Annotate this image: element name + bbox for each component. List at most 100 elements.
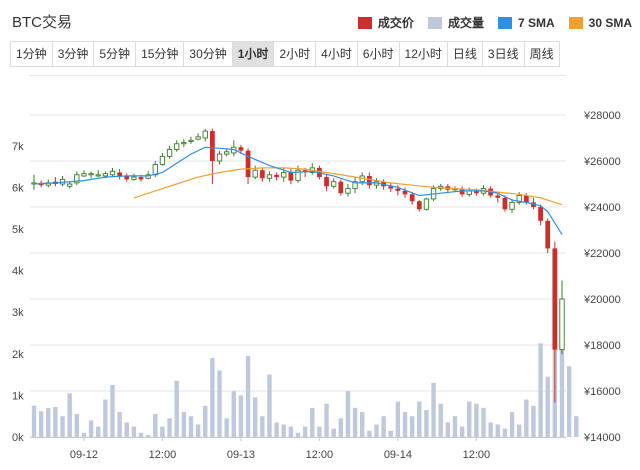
tab-6h[interactable]: 6小时 (357, 42, 400, 66)
tab-daily[interactable]: 日线 (447, 42, 483, 66)
tab-weekly[interactable]: 周线 (524, 42, 559, 66)
volume-bar (488, 422, 493, 437)
price-tick-label: ¥20000 (583, 294, 621, 306)
volume-bar (145, 434, 151, 437)
candle-body (409, 194, 415, 202)
tab-1h[interactable]: 1小时 (232, 42, 275, 66)
legend-label-price: 成交价 (377, 16, 414, 30)
volume-bar (96, 426, 101, 437)
volume-bar (88, 420, 94, 437)
volume-tick-label: 0k (12, 432, 24, 444)
candle-body (495, 195, 501, 198)
volume-bar (238, 395, 244, 437)
volume-bar (317, 426, 322, 437)
volume-bar (217, 370, 222, 437)
legend-item-sma7[interactable]: 7 SMA (497, 14, 555, 31)
candle-body (202, 130, 208, 139)
x-tick-label: 12:00 (463, 449, 491, 461)
volume-tick-label: 6k (12, 182, 24, 194)
volume-bar (374, 424, 379, 437)
legend-label-sma30: 30 SMA (588, 15, 632, 30)
volume-bar (324, 403, 329, 437)
volume-bar (338, 418, 344, 437)
x-tick-label: 09-13 (227, 449, 255, 461)
candle-body (288, 172, 294, 181)
price-tick-label: ¥22000 (583, 248, 621, 260)
candle-body (209, 131, 215, 161)
candle-body (238, 147, 244, 151)
volume-bar (388, 430, 393, 437)
volume-bar (381, 416, 386, 437)
tab-3day[interactable]: 3日线 (482, 42, 525, 66)
tab-5min[interactable]: 5分钟 (94, 42, 137, 66)
legend-item-sma30[interactable]: 30 SMA (568, 14, 632, 31)
legend: 成交价 成交量 7 SMA 30 SMA (357, 14, 632, 31)
volume-bar (574, 416, 579, 437)
candle-body (423, 198, 430, 210)
chart-top-divider (30, 75, 566, 76)
volume-bar (74, 414, 80, 437)
candle-body (74, 174, 80, 184)
candle-body (102, 173, 109, 177)
volume-bar (531, 405, 536, 437)
candle-body (259, 170, 265, 179)
volume-bar (67, 393, 72, 437)
candle-body (159, 155, 166, 165)
volume-bar (274, 422, 279, 437)
price-tick-label: ¥28000 (583, 110, 621, 122)
candle-body (395, 188, 401, 191)
volume-tick-label: 1k (12, 390, 24, 402)
volume-tick-label: 4k (12, 266, 24, 278)
volume-bar (260, 416, 265, 437)
candle-body (216, 153, 223, 162)
volume-tick-label: 5k (12, 224, 24, 236)
volume-bar (424, 409, 429, 437)
volume-bar (252, 397, 258, 437)
volume-bar (367, 430, 372, 437)
volume-bar (452, 416, 458, 437)
candle-body (538, 207, 543, 221)
volume-bar (295, 432, 301, 437)
candle-body (188, 139, 194, 142)
volume-bar (160, 426, 165, 437)
tab-15min[interactable]: 15分钟 (136, 42, 185, 66)
volume-bar (167, 418, 172, 437)
candle-body (523, 195, 529, 203)
volume-bar (53, 407, 58, 437)
volume-bar (409, 416, 415, 437)
candle-body (145, 174, 151, 179)
x-tick-label: 09-14 (384, 449, 412, 461)
volume-bar (181, 412, 187, 437)
volume-bar (103, 399, 108, 437)
candle-body (324, 177, 329, 187)
legend-item-volume[interactable]: 成交量 (427, 14, 484, 31)
tab-30min[interactable]: 30分钟 (184, 42, 233, 66)
tab-4h[interactable]: 4小时 (316, 42, 358, 66)
tab-3min[interactable]: 3分钟 (52, 42, 95, 66)
volume-bar (60, 416, 65, 437)
volume-tick-label: 2k (12, 349, 24, 361)
legend-item-price[interactable]: 成交价 (357, 14, 414, 31)
candle-body (95, 174, 101, 177)
candle-body (509, 201, 515, 210)
candle-body (281, 172, 287, 178)
volume-bar (281, 424, 286, 437)
volume-bar (509, 412, 515, 437)
volume-bar (310, 407, 315, 437)
candle-body (552, 248, 558, 350)
candle-body (195, 136, 201, 140)
chart-title: BTC交易 (12, 14, 73, 31)
volume-bar (502, 428, 508, 437)
volume-bar (46, 407, 51, 437)
volume-bar (345, 391, 351, 437)
volume-tick-label: 3k (12, 307, 24, 319)
tab-1min[interactable]: 1分钟 (11, 42, 53, 66)
tab-2h[interactable]: 2小时 (274, 42, 317, 66)
volume-bar (438, 403, 443, 437)
volume-bar (203, 405, 208, 437)
tab-12h[interactable]: 12小时 (399, 42, 448, 66)
volume-bar (481, 407, 486, 437)
volume-bar (495, 424, 500, 437)
volume-bar (360, 412, 365, 437)
